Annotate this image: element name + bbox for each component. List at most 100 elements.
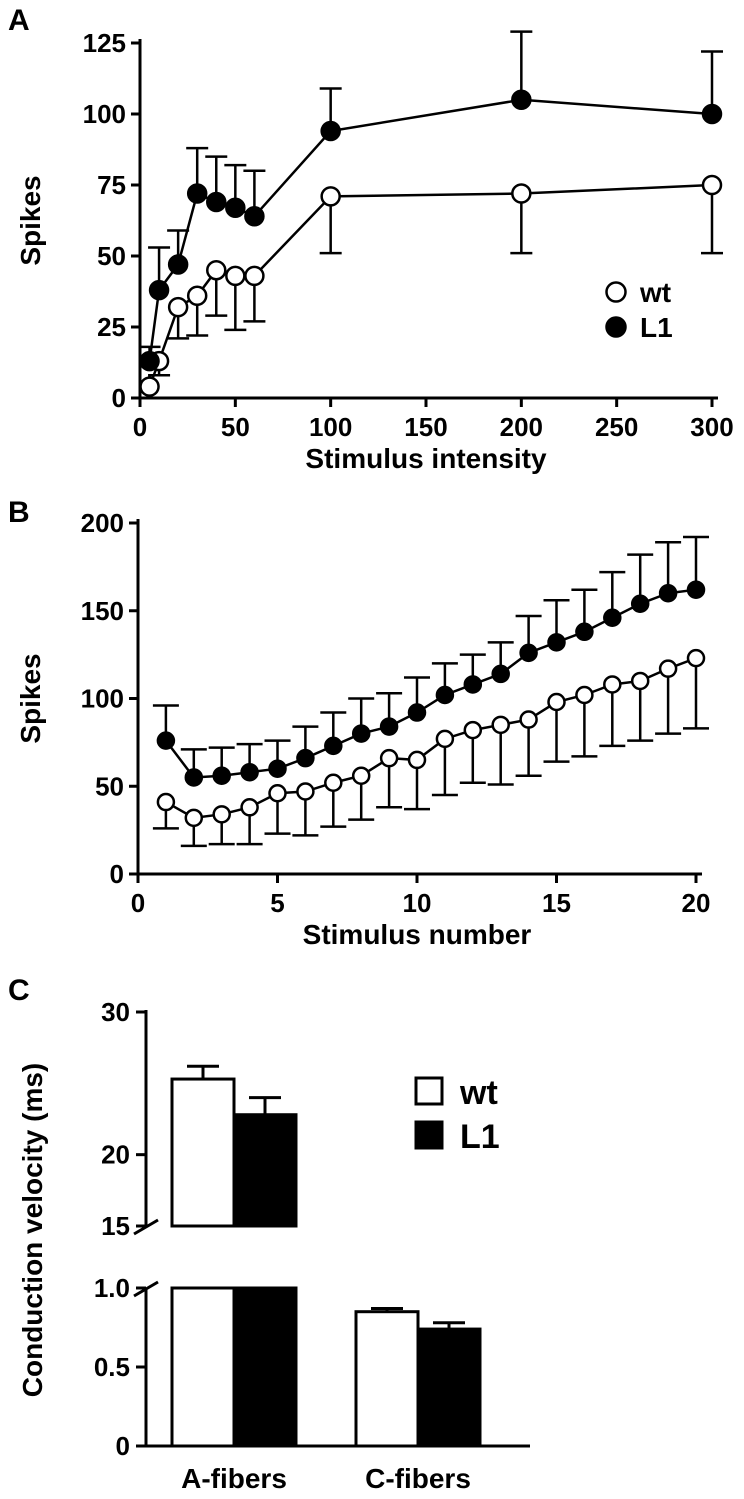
legend-a-marker-l1 (605, 316, 627, 338)
chart-c-y-tick-label: 15 (101, 1211, 130, 1241)
chart-b-wt-point (630, 671, 650, 691)
chart-a-l1-point (206, 191, 227, 213)
legend-c-swatch-wt (414, 1076, 444, 1106)
chart-b-x-tick-label: 20 (682, 888, 711, 918)
chart-b-wt-point (296, 782, 315, 801)
chart-a-x-tick-label: 300 (690, 412, 733, 442)
legend-a-label-l1: L1 (640, 312, 673, 343)
chart-b-l1-point (575, 622, 594, 642)
chart-a-wt-point (320, 186, 341, 207)
chart-a-y-tick-label: 0 (112, 383, 126, 413)
chart-b-wt-point (686, 648, 706, 668)
chart-b-x-tick-label: 15 (542, 888, 571, 918)
chart-b-wt-point (407, 750, 427, 770)
chart-b-wt-point (519, 710, 538, 729)
chart-b-wt-point (184, 808, 204, 828)
chart-a-l1-point (320, 120, 341, 142)
chart-a-x-tick-label: 250 (595, 412, 638, 442)
chart-b-l1-point (630, 594, 650, 613)
chart-b-wt-point (547, 692, 566, 712)
chart-c-bar-l1 (416, 1327, 482, 1448)
chart-b-wt-point (351, 766, 371, 785)
chart-b-l1-point (268, 759, 287, 778)
chart-c-bar-wt (170, 1286, 236, 1448)
chart-b-l1-point (463, 675, 483, 694)
chart-a-y-tick-label: 25 (97, 312, 126, 342)
legend-c-swatch-l1 (414, 1120, 444, 1150)
chart-a-wt-point (511, 183, 532, 204)
chart-a-x-tick-label: 200 (500, 412, 543, 442)
chart-a-y-tick-label: 100 (83, 99, 126, 129)
chart-b-wt-point (324, 773, 343, 792)
chart-b-wt-point (658, 659, 678, 678)
chart-a-wt-point (186, 285, 208, 307)
chart-c-y-tick-label: 20 (101, 1140, 130, 1170)
chart-b-wt-point (463, 720, 483, 740)
chart-b-l1-point (184, 768, 204, 787)
chart-a-wt-point (244, 265, 265, 287)
chart-c-y-tick-label: 30 (101, 997, 130, 1027)
chart-b-l1-point (324, 736, 343, 756)
chart-c-y-axis-label: Conduction velocity (ms) (17, 1063, 48, 1397)
chart-c-y-tick-label: 0.5 (94, 1352, 130, 1382)
chart-b-wt-point (212, 805, 231, 824)
chart-b-l1-point (547, 633, 566, 652)
chart-b-y-tick-label: 100 (81, 684, 124, 714)
chart-a-l1-point (511, 89, 532, 111)
chart-b-wt-point (603, 675, 622, 694)
chart-b-x-tick-label: 10 (403, 888, 432, 918)
chart-a-wt-point (701, 174, 723, 196)
chart-a-l1-point (701, 103, 723, 125)
chart-a-x-tick-label: 0 (133, 412, 147, 442)
chart-c-category-label: C-fibers (365, 1463, 471, 1494)
chart-c-bar-l1 (232, 1286, 298, 1448)
chart-c-y-tick-label: 1.0 (94, 1273, 130, 1303)
panel-label-a: A (8, 4, 30, 37)
chart-b-l1-point (603, 608, 622, 628)
chart-b-l1-point (407, 703, 427, 722)
chart-a-x-tick-label: 100 (309, 412, 352, 442)
legend-a-label-wt: wt (639, 277, 671, 308)
chart-c: 15 20 30 0 0.5 1.0 Conduction velocity (ms) A-f… (17, 997, 530, 1494)
chart-b-x-axis-label: Stimulus number (303, 919, 532, 950)
chart-a-l1-point (148, 279, 170, 301)
chart-a-x-tick-label: 150 (404, 412, 447, 442)
chart-b-wt-point (268, 784, 287, 803)
chart-a-y-axis-label: Spikes (15, 175, 46, 265)
chart-a-y-tick-label: 50 (97, 241, 126, 271)
chart-a-y-tick-label: 125 (83, 28, 126, 58)
chart-a-wt-point (225, 265, 246, 287)
chart-a-y-tick-label: 75 (97, 170, 126, 200)
chart-b-y-axis-label: Spikes (15, 653, 46, 743)
chart-b-wt-point (156, 792, 176, 812)
chart-c-bar-wt (354, 1310, 420, 1448)
chart-b-l1-point (491, 664, 510, 684)
chart-b-l1-point (686, 580, 706, 599)
chart-b-l1-point (435, 685, 455, 705)
chart-a-l1-point (167, 254, 189, 275)
chart-a-l1-point (244, 205, 265, 227)
chart-a-wt-point (206, 259, 227, 281)
chart-b-wt-point (240, 798, 259, 817)
chart-a-l1-series-line (148, 98, 713, 362)
chart-a-l1-point (139, 350, 160, 372)
chart-a-wt-point (139, 376, 160, 397)
chart-c-category-label: A-fibers (181, 1463, 287, 1494)
legend-c-label-wt: wt (459, 1074, 498, 1112)
chart-b-y-tick-label: 150 (81, 596, 124, 626)
chart-c-bar-l1 (232, 1113, 298, 1228)
panel-label-c: C (8, 974, 30, 1007)
chart-b-l1-point (156, 731, 176, 750)
chart-a-x-axis-label: Stimulus intensity (305, 443, 547, 474)
chart-a-l1-point (225, 197, 246, 218)
chart-b-x-tick-label: 0 (131, 888, 145, 918)
chart-b-l1-point (296, 748, 315, 768)
chart-b-l1-point (519, 643, 538, 663)
chart-b-x-tick-label: 5 (270, 888, 284, 918)
chart-a: 0 25 50 75 100 125 0 50 100 150 200 250 300 Stimulus … (15, 28, 734, 474)
chart-a-wt-point (167, 296, 189, 318)
chart-b-wt-point (491, 715, 510, 735)
chart-a-x-tick-label: 50 (221, 412, 250, 442)
chart-b: 0 50 100 150 200 0 5 10 15 20 Stimulus number Spike… (15, 508, 710, 950)
